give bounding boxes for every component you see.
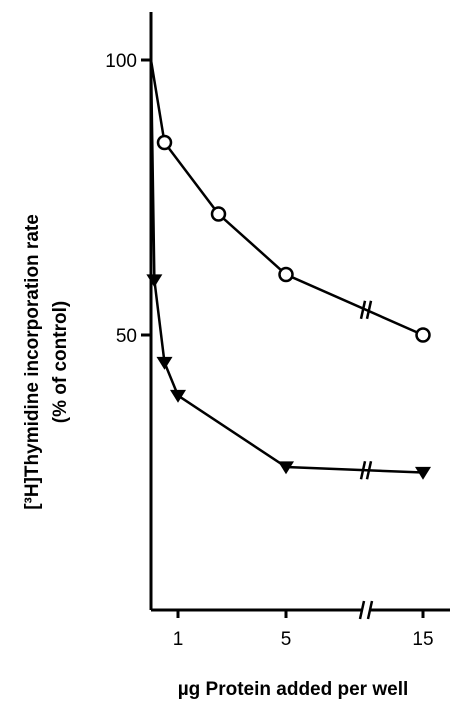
y-tick-label: 50 (116, 326, 137, 347)
series-line (149, 59, 424, 474)
data-point-triangle (156, 356, 173, 370)
data-point-circle (415, 327, 431, 343)
x-axis-break-mark (366, 600, 374, 620)
y-tick-label: 100 (105, 51, 137, 72)
x-tick-label: 5 (281, 629, 292, 650)
x-axis-break-mark (358, 600, 366, 620)
data-point-triangle (146, 274, 163, 288)
axes (149, 12, 450, 620)
series-break-mark (359, 460, 367, 480)
x-axis-label: µg Protein added per well (178, 679, 409, 700)
series-filled-triangle-down (146, 59, 431, 480)
series-open-circle (149, 59, 431, 343)
y-axis-label-line2: (% of control) (50, 301, 71, 423)
y-axis-label: [³H]Thymidine incorporation rate (22, 214, 43, 510)
data-point-circle (210, 206, 227, 222)
series-break-mark (359, 300, 367, 320)
data-point-triangle (170, 389, 186, 403)
series (146, 59, 431, 480)
series-break-mark (365, 460, 373, 480)
data-point-triangle (415, 466, 431, 480)
x-tick-label: 1 (173, 629, 184, 650)
y-axis-label-2: (% of control) (50, 301, 71, 423)
x-tick-label: 15 (412, 629, 433, 650)
data-point-triangle (278, 461, 294, 475)
data-point-circle (278, 266, 294, 283)
data-point-circle (156, 134, 173, 151)
y-axis-label-line1: [³H]Thymidine incorporation rate (22, 214, 43, 510)
series-break-mark (365, 300, 373, 320)
series-line (149, 59, 424, 337)
